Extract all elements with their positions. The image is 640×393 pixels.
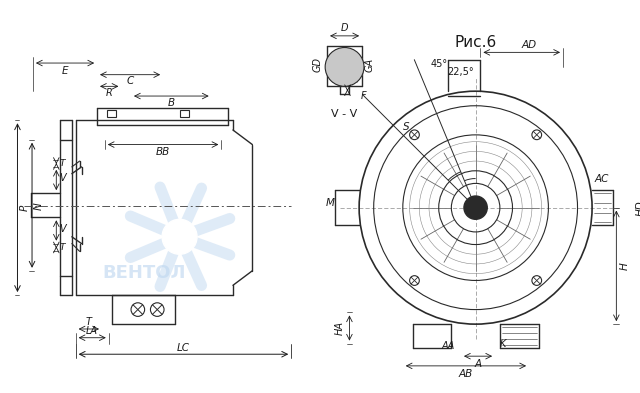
Text: B: B (168, 98, 175, 108)
Text: ВЕНТОЛ: ВЕНТОЛ (102, 264, 186, 282)
Text: T: T (60, 243, 65, 252)
Text: GA: GA (365, 58, 375, 72)
Text: AC: AC (595, 174, 609, 184)
Text: C: C (127, 77, 134, 86)
Text: BB: BB (156, 147, 170, 157)
Text: GD: GD (312, 57, 323, 72)
Text: HD: HD (636, 200, 640, 215)
Bar (180, 110, 189, 118)
Text: P: P (19, 204, 29, 211)
Circle shape (325, 48, 364, 86)
Circle shape (464, 196, 487, 219)
Text: A: A (474, 359, 481, 369)
Text: V: V (59, 173, 65, 183)
Text: HA: HA (335, 321, 345, 335)
Text: AD: AD (522, 40, 536, 50)
Text: LA: LA (86, 326, 98, 336)
Text: R: R (106, 88, 113, 98)
Text: E: E (62, 66, 68, 76)
Text: AB: AB (459, 369, 473, 378)
Text: H: H (620, 262, 630, 270)
Text: D: D (341, 23, 348, 33)
Text: V - V: V - V (332, 108, 358, 119)
Text: 45°: 45° (430, 59, 447, 69)
Text: F: F (361, 91, 367, 101)
Text: 22,5°: 22,5° (448, 67, 474, 77)
Bar (107, 110, 116, 118)
Text: K: K (500, 338, 506, 349)
Text: Рис.6: Рис.6 (454, 35, 497, 50)
Text: N: N (34, 202, 44, 209)
Text: V: V (59, 224, 65, 233)
Text: T: T (60, 160, 65, 169)
Text: S: S (403, 122, 410, 132)
Text: LC: LC (177, 343, 190, 353)
Text: T: T (85, 317, 92, 327)
Circle shape (162, 219, 197, 254)
Text: AA: AA (442, 342, 455, 351)
Text: M: M (326, 198, 335, 208)
